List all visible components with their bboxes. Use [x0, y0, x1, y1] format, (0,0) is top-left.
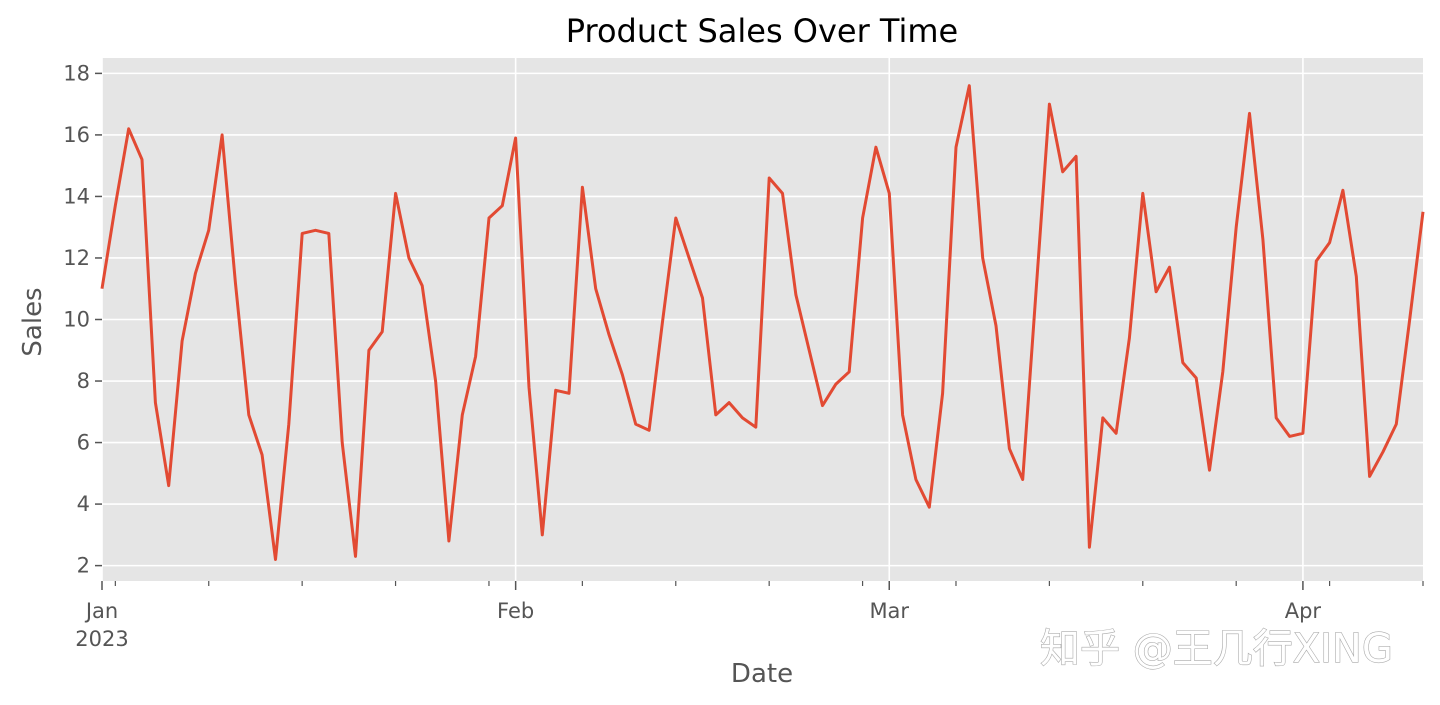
x-axis: Jan 2023 Feb Mar Apr	[75, 581, 1424, 651]
y-tick-label: 14	[63, 184, 90, 208]
x-tick-label: Jan	[84, 599, 118, 623]
sales-line	[100, 84, 1425, 561]
y-tick-label: 2	[77, 554, 90, 578]
y-tick-label: 8	[77, 369, 90, 393]
x-tick-sublabel: 2023	[75, 627, 128, 651]
x-tick-label: Mar	[869, 599, 909, 623]
y-axis-label: Sales	[18, 287, 48, 356]
y-axis: 2 4 6 8 10 12 14 16 18	[63, 61, 102, 578]
y-tick-label: 6	[77, 431, 90, 455]
chart-title: Product Sales Over Time	[566, 12, 958, 50]
y-tick-label: 16	[63, 123, 90, 147]
y-tick-label: 4	[77, 492, 90, 516]
x-tick-label: Apr	[1285, 599, 1322, 623]
y-tick-label: 10	[63, 308, 90, 332]
x-tick-label: Feb	[497, 599, 534, 623]
y-tick-label: 12	[63, 246, 90, 270]
x-axis-label: Date	[731, 659, 793, 689]
watermark-text: 知乎 @王几行XING	[1040, 626, 1393, 672]
y-tick-label: 18	[63, 61, 90, 85]
series-layer	[100, 84, 1425, 561]
